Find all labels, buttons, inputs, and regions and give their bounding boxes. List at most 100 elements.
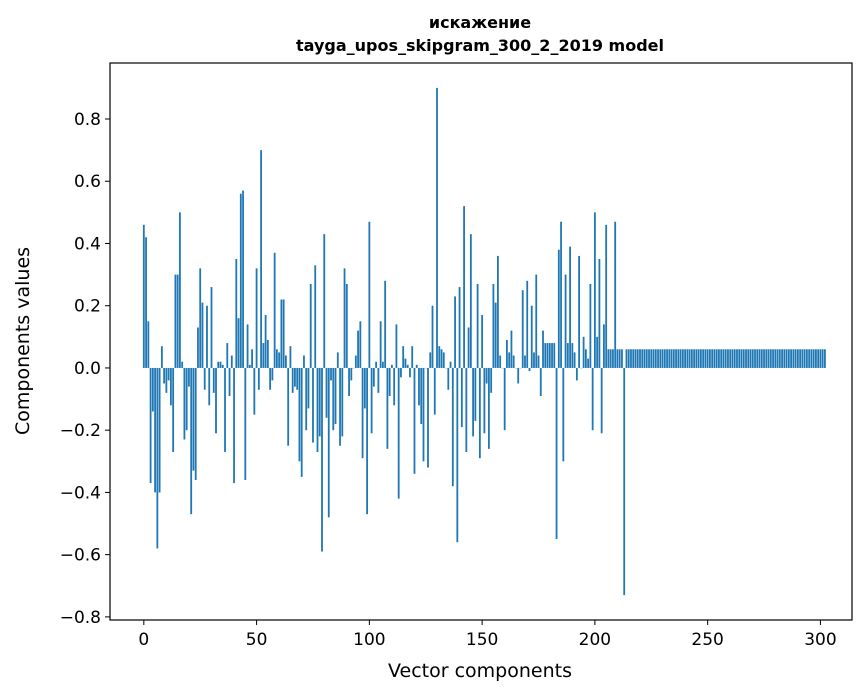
bar [309, 283, 312, 368]
bar [715, 349, 718, 368]
bar [244, 367, 247, 480]
bar [167, 367, 170, 381]
bar [397, 367, 400, 499]
bar [433, 367, 436, 415]
bar [542, 330, 544, 368]
x-tick-label: 150 [466, 630, 498, 650]
bar [255, 268, 258, 368]
bar [686, 349, 689, 368]
bar [508, 352, 511, 368]
bar [262, 343, 265, 368]
bar [287, 367, 290, 446]
bar [654, 349, 657, 368]
bar [271, 367, 274, 381]
bar [742, 349, 745, 368]
bar [418, 367, 420, 406]
bar [400, 367, 402, 378]
bar [366, 367, 368, 515]
bar [727, 349, 729, 368]
bar [648, 349, 650, 368]
bar [345, 283, 348, 368]
bar [605, 224, 608, 368]
bar [467, 327, 470, 368]
bar [702, 349, 705, 368]
chart-title: искажение [429, 13, 531, 32]
bar [415, 364, 418, 368]
x-tick-label: 50 [246, 630, 268, 650]
bar [386, 367, 389, 449]
bar [630, 349, 632, 368]
bar [420, 367, 423, 424]
bar [544, 343, 547, 368]
bar [269, 367, 272, 390]
x-tick-label: 200 [579, 630, 611, 650]
bar [395, 324, 398, 368]
bar [614, 221, 617, 368]
bar [713, 349, 716, 368]
y-axis-label: Components values [12, 247, 34, 435]
bar [194, 367, 197, 480]
y-tick-label: 0.8 [74, 110, 101, 130]
bar [645, 349, 648, 368]
bar [690, 349, 693, 368]
bar [560, 221, 562, 368]
bar [158, 367, 161, 493]
bar [711, 349, 714, 368]
bar [185, 367, 188, 431]
bar [289, 346, 292, 368]
bar [600, 367, 603, 434]
x-axis-ticks: 0 50 100 150 200 250 300 [138, 620, 837, 650]
bar [584, 349, 587, 368]
bar [422, 367, 425, 462]
bar [381, 361, 384, 368]
bar [275, 349, 278, 368]
bar [634, 349, 637, 368]
bar [226, 343, 229, 368]
bar [266, 339, 269, 368]
bar [325, 367, 328, 418]
bar [230, 355, 233, 368]
bar [257, 367, 260, 390]
bar [636, 349, 639, 368]
bar [447, 367, 450, 390]
bar [593, 212, 596, 368]
bar [546, 343, 549, 368]
bar [627, 349, 630, 368]
bar [533, 352, 535, 368]
x-tick-label: 300 [804, 630, 836, 650]
bar [368, 221, 371, 368]
bar [363, 367, 366, 409]
bar [767, 349, 770, 368]
bar [327, 367, 330, 518]
bar [472, 367, 474, 437]
bar [526, 280, 529, 368]
bar [233, 367, 235, 484]
bar [539, 367, 542, 396]
bar [679, 349, 682, 368]
bar [330, 367, 332, 381]
bar [589, 283, 592, 368]
bar [188, 367, 190, 387]
bar [460, 367, 463, 428]
y-tick-label: −0.6 [60, 546, 101, 566]
bar [778, 349, 781, 368]
bar [524, 355, 526, 368]
bar [785, 349, 788, 368]
bar [573, 352, 576, 368]
bar [210, 287, 213, 368]
bar [569, 246, 571, 368]
bar [300, 367, 303, 477]
bar [503, 367, 506, 431]
bar [530, 305, 533, 368]
y-tick-label: 0.0 [74, 359, 101, 379]
bar [747, 349, 750, 368]
bar [431, 305, 434, 368]
bar [718, 349, 720, 368]
bar [668, 349, 671, 368]
bars-group [142, 87, 826, 596]
bar [492, 283, 495, 368]
bar [618, 349, 621, 368]
bar [449, 361, 452, 368]
bar [812, 349, 815, 368]
